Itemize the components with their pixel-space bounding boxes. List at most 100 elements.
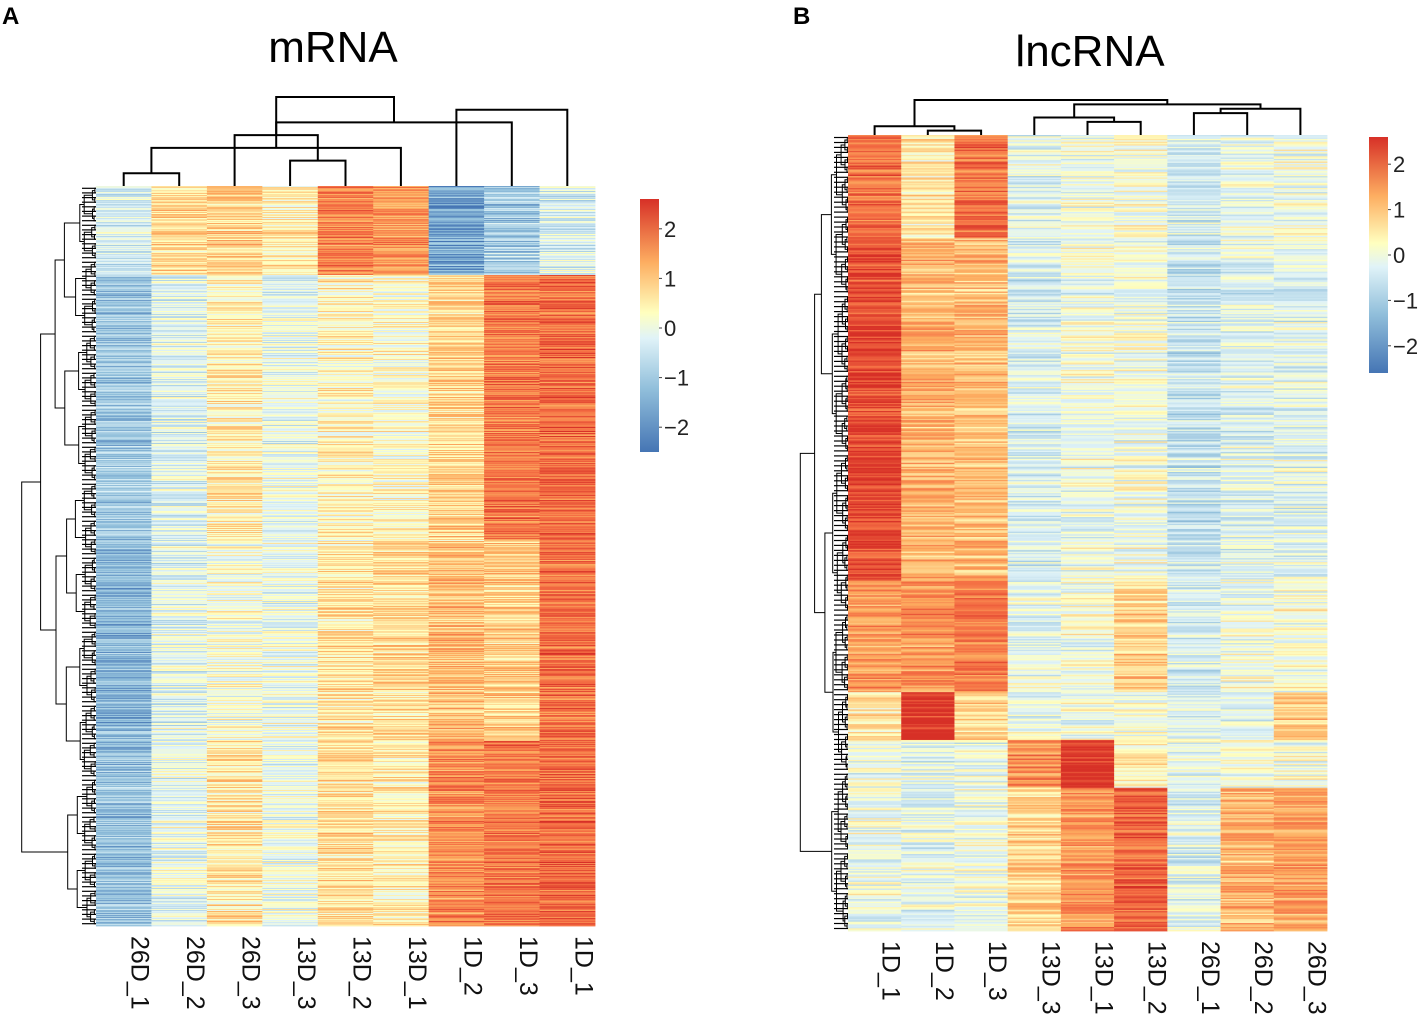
heatmap-cell — [373, 235, 430, 237]
heatmap-cell — [484, 434, 540, 436]
heatmap-cell — [151, 296, 208, 298]
heatmap-cell — [151, 453, 208, 455]
heatmap-cell — [317, 433, 374, 435]
heatmap-cell — [96, 211, 152, 213]
heatmap-cell — [428, 415, 485, 417]
heatmap-cell — [317, 334, 374, 336]
heatmap-cell — [206, 256, 263, 258]
heatmap-cell — [262, 431, 319, 433]
heatmap-cell — [539, 192, 596, 194]
heatmap-cell — [428, 486, 485, 488]
heatmap-cell — [151, 207, 208, 209]
heatmap-cell — [262, 490, 319, 492]
heatmap-cell — [373, 412, 430, 414]
heatmap-cell — [96, 386, 152, 388]
heatmap-cell — [151, 384, 208, 386]
row-dendrogram-branch — [94, 456, 96, 462]
heatmap-cell — [317, 495, 374, 497]
heatmap-cell — [96, 303, 152, 305]
heatmap-cell — [96, 412, 152, 414]
heatmap-cell — [151, 222, 208, 224]
heatmap-cell — [373, 214, 430, 216]
heatmap-cell — [151, 277, 208, 279]
heatmap-cell — [539, 437, 596, 439]
heatmap-cell — [539, 487, 596, 489]
heatmap-cell — [539, 238, 596, 240]
heatmap-cell — [262, 332, 319, 334]
heatmap-cell — [262, 375, 319, 377]
heatmap-cell — [539, 466, 596, 468]
heatmap-cell — [484, 450, 540, 452]
heatmap-cell — [317, 258, 374, 260]
heatmap-cell — [151, 265, 208, 267]
heatmap-cell — [373, 300, 430, 302]
heatmap-cell — [317, 472, 374, 474]
heatmap-cell — [428, 349, 485, 351]
heatmap-cell — [428, 418, 485, 420]
heatmap-cell — [206, 335, 263, 337]
heatmap-cell — [317, 374, 374, 376]
heatmap-cell — [96, 225, 152, 227]
heatmap-cell — [262, 288, 319, 290]
heatmap-cell — [428, 264, 485, 266]
heatmap-cell — [96, 227, 152, 229]
heatmap-cell — [484, 471, 540, 473]
heatmap-cell — [206, 381, 263, 383]
heatmap-cell — [428, 352, 485, 354]
heatmap-cell — [206, 431, 263, 433]
heatmap-cell — [206, 270, 263, 272]
heatmap-cell — [373, 286, 430, 288]
heatmap-cell — [317, 471, 374, 473]
heatmap-cell — [373, 487, 430, 489]
heatmap-cell — [428, 287, 485, 289]
heatmap-cell — [151, 203, 208, 205]
heatmap-cell — [484, 362, 540, 364]
heatmap-cell — [373, 337, 430, 339]
heatmap-cell — [373, 418, 430, 420]
heatmap-cell — [484, 437, 540, 439]
heatmap-cell — [262, 261, 319, 263]
heatmap-cell — [428, 245, 485, 247]
heatmap-cell — [206, 423, 263, 425]
heatmap-cell — [317, 193, 374, 195]
heatmap-cell — [428, 472, 485, 474]
heatmap-cell — [539, 267, 596, 269]
heatmap-cell — [151, 276, 208, 278]
heatmap-cell — [484, 212, 540, 214]
heatmap-cell — [262, 331, 319, 333]
heatmap-cell — [484, 260, 540, 262]
heatmap-cell — [317, 276, 374, 278]
row-dendrogram-branch — [94, 863, 96, 869]
heatmap-cell — [206, 429, 263, 431]
heatmap-cell — [151, 249, 208, 251]
heatmap-cell — [206, 232, 263, 234]
heatmap-cell — [262, 372, 319, 374]
heatmap-cell — [373, 406, 430, 408]
heatmap-cell — [206, 191, 263, 193]
heatmap-cell — [206, 242, 263, 244]
heatmap-cell — [151, 391, 208, 393]
heatmap-cell — [484, 496, 540, 498]
heatmap-cell — [151, 481, 208, 483]
row-dendrogram-branch — [94, 585, 96, 592]
heatmap-cell — [484, 234, 540, 236]
heatmap-cell — [373, 272, 430, 274]
heatmap-cell — [317, 358, 374, 360]
heatmap-cell — [96, 365, 152, 367]
heatmap-cell — [484, 322, 540, 324]
heatmap-cell — [484, 353, 540, 355]
row-dendrogram-branch — [94, 853, 96, 860]
heatmap-cell — [373, 351, 430, 353]
heatmap-cell — [96, 410, 152, 412]
heatmap-cell — [373, 358, 430, 360]
heatmap-cell — [484, 324, 540, 326]
heatmap-cell — [484, 279, 540, 281]
heatmap-cell — [262, 418, 319, 420]
heatmap-cell — [262, 292, 319, 294]
heatmap-cell — [96, 457, 152, 459]
heatmap-cell — [151, 253, 208, 255]
heatmap-cell — [428, 432, 485, 434]
heatmap-cell — [373, 444, 430, 446]
heatmap-cell — [539, 230, 596, 232]
heatmap-cell — [151, 285, 208, 287]
